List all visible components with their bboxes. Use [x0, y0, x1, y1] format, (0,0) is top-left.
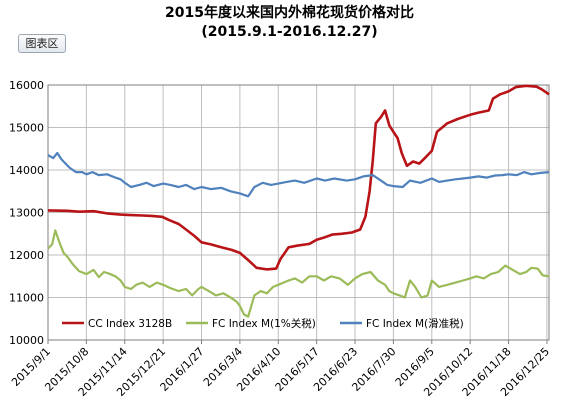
chart-area-button[interactable]: 图表区 [18, 34, 66, 53]
y-tick-label: 15000 [9, 122, 44, 135]
y-tick-label: 10000 [9, 334, 44, 347]
y-tick-label: 11000 [9, 292, 44, 305]
legend: CC Index 3128B FC Index M(1%关税) FC Index M… [62, 317, 464, 330]
legend-label: CC Index 3128B [88, 318, 172, 330]
legend-label: FC Index M(滑准税) [366, 317, 464, 330]
series-line [47, 229, 550, 318]
chart-title-line: 2015年度以来国内外棉花现货价格对比 [165, 5, 414, 21]
plot-frame [47, 84, 550, 341]
legend-label: FC Index M(1%关税) [212, 317, 316, 330]
y-tick-label: 16000 [9, 79, 44, 92]
series-line [47, 84, 550, 271]
y-tick-label: 13000 [9, 207, 44, 220]
chart-title: 2015年度以来国内外棉花现货价格对比 (2015.9.1-2016.12.27… [0, 4, 579, 42]
y-tick-label: 14000 [9, 164, 44, 177]
grid [47, 84, 549, 341]
series-lines [47, 84, 550, 318]
chart-subtitle: (2015.9.1-2016.12.27) [201, 24, 378, 40]
series-line [47, 151, 550, 198]
y-tick-label: 12000 [9, 249, 44, 262]
